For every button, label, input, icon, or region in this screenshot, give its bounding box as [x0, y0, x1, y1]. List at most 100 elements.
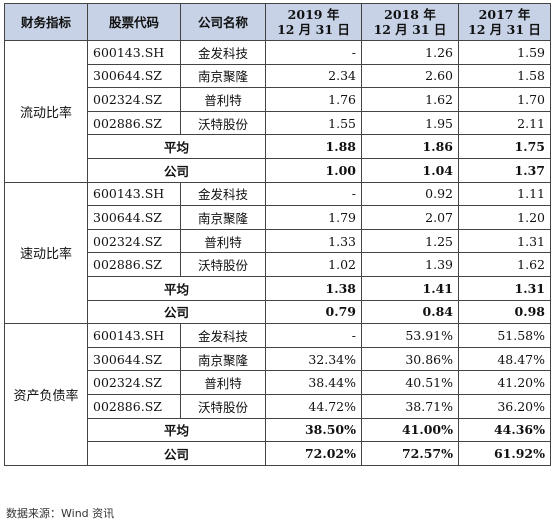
company-name: 金发科技 — [180, 40, 266, 65]
value-2018: 53.91% — [361, 323, 459, 348]
company-row: 公司 72.02% 72.57% 61.92% — [5, 441, 551, 466]
stock-code: 600143.SH — [87, 323, 181, 348]
company-row: 公司 1.00 1.04 1.37 — [5, 157, 551, 183]
value-2017: 48.47% — [458, 346, 551, 372]
value-2019: 2.34 — [265, 63, 362, 89]
value-2019: 32.34% — [265, 346, 362, 372]
value-2017: 1.70 — [458, 87, 551, 112]
company-name: 普利特 — [180, 87, 266, 112]
value-2019: 1.76 — [265, 87, 362, 112]
table-row: 速动比率 600143.SH 金发科技 -0.92 1.11 — [4, 181, 551, 325]
value-2017: 2.11 — [458, 110, 551, 136]
stock-code: 002324.SZ — [87, 228, 181, 254]
company-name: 普利特 — [180, 228, 266, 254]
stock-code: 300644.SZ — [87, 205, 181, 230]
value-2017: 1.62 — [458, 252, 551, 277]
value-2017: 1.58 — [458, 63, 551, 89]
value-2019: 1.02 — [265, 252, 362, 277]
average-value-2017: 1.75 — [458, 134, 551, 159]
stock-code: 002886.SZ — [87, 110, 181, 136]
company-name: 金发科技 — [180, 181, 266, 207]
stock-code: 600143.SH — [87, 181, 181, 207]
average-value-2017: 1.31 — [458, 275, 551, 301]
value-2018: 1.26 — [361, 40, 459, 65]
stock-code: 300644.SZ — [87, 63, 181, 89]
stock-code: 600143.SH — [87, 40, 181, 65]
average-row: 平均 38.50% 41.00% 44.36% — [5, 417, 551, 443]
company-label: 公司 — [87, 441, 266, 466]
header-2018-date: 12 月 31 日 — [373, 22, 447, 37]
footnote: 数据来源：Wind 资讯 — [6, 507, 115, 520]
value-2018: 1.95 — [361, 110, 459, 136]
company-value-2018: 1.04 — [361, 157, 459, 183]
average-value-2019: 1.38 — [265, 275, 362, 301]
company-row: 公司 0.79 0.84 0.98 — [5, 299, 551, 325]
header-2018: 2018 年 12 月 31 日 — [361, 3, 459, 41]
header-metric: 财务指标 — [4, 3, 88, 41]
table-row: 002886.SZ 沃特股份 44.72% 38.71% 36.20% — [5, 393, 551, 419]
stock-code: 002886.SZ — [87, 393, 181, 419]
value-2018: 2.60 — [361, 63, 459, 89]
average-row: 平均 1.38 1.41 1.31 — [5, 275, 551, 301]
value-2019: 1.79 — [265, 205, 362, 230]
header-2017-year: 2017 年 — [478, 7, 531, 22]
value-2017: 36.20% — [458, 393, 551, 419]
metric-label: 资产负债率 — [4, 323, 88, 466]
header-2019-year: 2019 年 — [287, 7, 340, 22]
company-value-2018: 0.84 — [361, 299, 459, 325]
stock-code: 300644.SZ — [87, 346, 181, 372]
company-name: 南京聚隆 — [180, 346, 266, 372]
average-label: 平均 — [87, 275, 266, 301]
average-value-2018: 1.86 — [361, 134, 459, 159]
value-2019: 1.55 — [265, 110, 362, 136]
value-2017: 41.20% — [458, 370, 551, 395]
value-2018: 1.39 — [361, 252, 459, 277]
company-value-2018: 72.57% — [361, 441, 459, 466]
header-2019-date: 12 月 31 日 — [277, 22, 350, 37]
header-2017: 2017 年 12 月 31 日 — [458, 3, 551, 41]
table-row: 002324.SZ 普利特 38.44% 40.51% 41.20% — [5, 370, 551, 395]
average-row: 平均 1.88 1.86 1.75 — [5, 134, 551, 159]
company-value-2017: 0.98 — [458, 299, 551, 325]
value-2017: 1.20 — [458, 205, 551, 230]
company-label: 公司 — [87, 299, 266, 325]
company-name: 南京聚隆 — [180, 205, 266, 230]
company-value-2017: 1.37 — [458, 157, 551, 183]
table-row: 流动比率 600143.SH 金发科技 -1.26 1.59 — [4, 40, 551, 183]
stock-code: 002324.SZ — [87, 370, 181, 395]
value-2018: 2.07 — [361, 205, 459, 230]
company-name: 普利特 — [180, 370, 266, 395]
table-row: 002886.SZ 沃特股份 1.55 1.95 2.11 — [5, 110, 551, 136]
metric-label: 流动比率 — [4, 40, 88, 183]
table-body: 流动比率 600143.SH 金发科技 -1.26 1.59 300644.SZ 南京聚隆 2… — [4, 40, 551, 466]
company-name: 沃特股份 — [180, 393, 266, 419]
table-row: 资产负债率 600143.SH 金发科技 -53.91% 51.58% — [4, 323, 551, 466]
stock-code: 002886.SZ — [87, 252, 181, 277]
average-label: 平均 — [87, 417, 266, 443]
company-name: 南京聚隆 — [180, 63, 266, 89]
company-value-2019: 0.79 — [265, 299, 362, 325]
value-2017: 51.58% — [458, 323, 551, 348]
table-row: 002886.SZ 沃特股份 1.02 1.39 1.62 — [5, 252, 551, 277]
company-value-2017: 61.92% — [458, 441, 551, 466]
header-code: 股票代码 — [87, 3, 181, 41]
table-row: 002324.SZ 普利特 1.33 1.25 1.31 — [5, 228, 551, 254]
average-value-2018: 1.41 — [361, 275, 459, 301]
financial-ratio-table: 财务指标 股票代码 公司名称 2019 年 12 月 31 日 2018 年 1… — [4, 3, 551, 466]
table-row: 300644.SZ 南京聚隆 2.34 2.60 1.58 — [5, 63, 551, 89]
metric-label: 速动比率 — [4, 181, 88, 325]
header-2017-date: 12 月 31 日 — [468, 22, 541, 37]
average-value-2018: 41.00% — [361, 417, 459, 443]
company-name: 金发科技 — [180, 323, 266, 348]
average-value-2019: 38.50% — [265, 417, 362, 443]
header-2018-year: 2018 年 — [384, 7, 436, 22]
company-name: 沃特股份 — [180, 252, 266, 277]
company-value-2019: 72.02% — [265, 441, 362, 466]
value-2018: 38.71% — [361, 393, 459, 419]
company-label: 公司 — [87, 157, 266, 183]
value-2019: 44.72% — [265, 393, 362, 419]
stock-code: 002324.SZ — [87, 87, 181, 112]
value-2017: 1.59 — [458, 40, 551, 65]
value-2019: - — [265, 323, 362, 348]
value-2018: 40.51% — [361, 370, 459, 395]
